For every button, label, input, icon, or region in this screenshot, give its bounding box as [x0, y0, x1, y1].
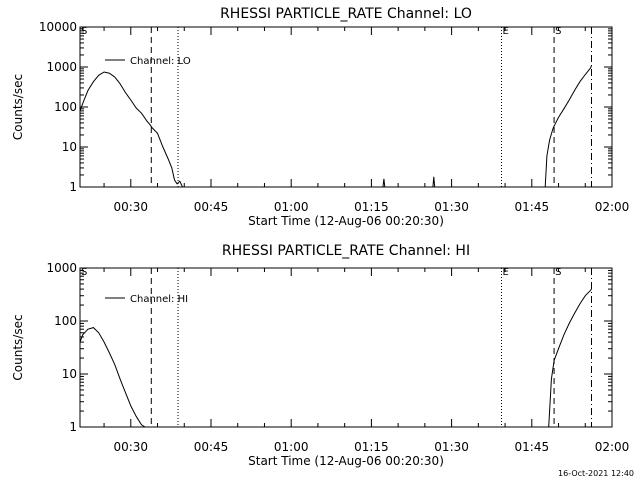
legend-label: Channel: LO — [130, 56, 191, 67]
plot-timestamp: 16-Oct-2021 12:40 — [558, 469, 634, 478]
x-tick-label: 01:00 — [274, 200, 309, 214]
data-series-line — [79, 71, 185, 188]
chart-panel-lo: RHESSI PARTICLE_RATE Channel: LO 00:30 00:… — [11, 6, 629, 228]
x-tick-label: 01:30 — [434, 200, 469, 214]
y-tick-label: 10 — [62, 367, 77, 381]
event-marker-label: E — [503, 26, 509, 37]
y-tick-label: 10000 — [39, 20, 77, 34]
y-tick-label: 1 — [69, 420, 77, 434]
x-tick-label: 01:45 — [515, 200, 550, 214]
x-tick-label: 00:30 — [113, 200, 148, 214]
event-marker-label: E — [503, 267, 509, 278]
x-tick-label: 01:00 — [274, 440, 309, 454]
data-series-line — [432, 176, 436, 188]
y-tick-label: 1000 — [46, 261, 77, 275]
x-axis-label: Start Time (12-Aug-06 00:20:30) — [248, 454, 444, 468]
chart-title: RHESSI PARTICLE_RATE Channel: LO — [220, 6, 472, 22]
y-tick-label: 1000 — [46, 60, 77, 74]
y-tick-label: 100 — [54, 100, 77, 114]
x-axis-label: Start Time (12-Aug-06 00:20:30) — [248, 214, 444, 228]
y-tick-label: 100 — [54, 314, 77, 328]
legend-label: Channel: HI — [130, 294, 188, 305]
x-tick-label: 00:45 — [194, 200, 229, 214]
data-series-line — [79, 327, 146, 428]
x-tick-label: 01:30 — [434, 440, 469, 454]
x-tick-label: 01:45 — [515, 440, 550, 454]
chart-panel-hi: RHESSI PARTICLE_RATE Channel: HI 00:30 00:… — [11, 243, 629, 468]
event-marker-label: S — [81, 267, 87, 278]
x-tick-label: 00:30 — [113, 440, 148, 454]
plot-frame — [79, 267, 613, 428]
event-marker-label: S — [555, 267, 561, 278]
x-tick-label: 02:00 — [595, 440, 630, 454]
y-tick-label: 10 — [62, 140, 77, 154]
chart-title: RHESSI PARTICLE_RATE Channel: HI — [222, 243, 470, 259]
x-tick-label: 02:00 — [595, 200, 630, 214]
x-tick-label: 01:15 — [354, 440, 389, 454]
event-marker-label: S — [555, 26, 561, 37]
event-marker-label: S — [81, 26, 87, 37]
x-tick-label: 00:45 — [194, 440, 229, 454]
y-axis-label: Counts/sec — [11, 74, 25, 140]
y-axis-label: Counts/sec — [11, 314, 25, 380]
y-tick-label: 1 — [69, 180, 77, 194]
data-series-line — [544, 65, 592, 188]
plot-frame — [79, 26, 613, 188]
data-series-line — [548, 288, 592, 428]
x-tick-label: 01:15 — [354, 200, 389, 214]
data-series-line — [382, 178, 386, 188]
